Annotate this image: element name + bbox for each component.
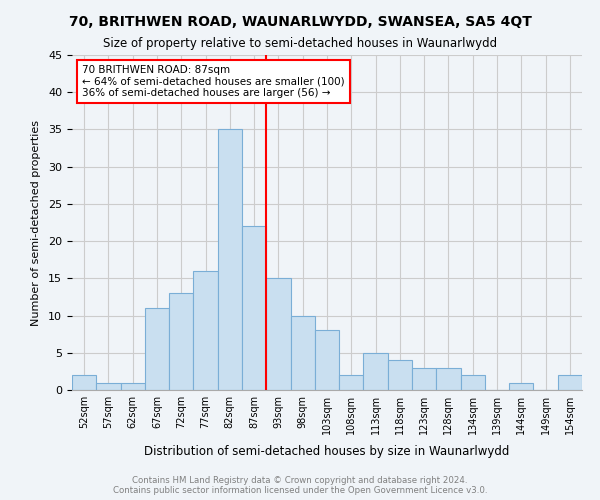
Bar xyxy=(509,382,533,390)
Bar xyxy=(412,368,436,390)
Bar xyxy=(461,375,485,390)
Bar xyxy=(364,353,388,390)
Bar xyxy=(436,368,461,390)
Bar xyxy=(169,293,193,390)
Bar xyxy=(388,360,412,390)
Bar xyxy=(121,382,145,390)
Bar xyxy=(315,330,339,390)
Y-axis label: Number of semi-detached properties: Number of semi-detached properties xyxy=(31,120,41,326)
Bar xyxy=(266,278,290,390)
Text: 70 BRITHWEN ROAD: 87sqm
← 64% of semi-detached houses are smaller (100)
36% of s: 70 BRITHWEN ROAD: 87sqm ← 64% of semi-de… xyxy=(82,65,345,98)
Bar xyxy=(290,316,315,390)
Bar xyxy=(242,226,266,390)
Bar xyxy=(96,382,121,390)
Bar xyxy=(193,271,218,390)
X-axis label: Distribution of semi-detached houses by size in Waunarlwydd: Distribution of semi-detached houses by … xyxy=(145,445,509,458)
Bar xyxy=(72,375,96,390)
Text: Contains HM Land Registry data © Crown copyright and database right 2024.
Contai: Contains HM Land Registry data © Crown c… xyxy=(113,476,487,495)
Text: Size of property relative to semi-detached houses in Waunarlwydd: Size of property relative to semi-detach… xyxy=(103,38,497,51)
Text: 70, BRITHWEN ROAD, WAUNARLWYDD, SWANSEA, SA5 4QT: 70, BRITHWEN ROAD, WAUNARLWYDD, SWANSEA,… xyxy=(68,15,532,29)
Bar xyxy=(218,130,242,390)
Bar xyxy=(339,375,364,390)
Bar xyxy=(558,375,582,390)
Bar xyxy=(145,308,169,390)
